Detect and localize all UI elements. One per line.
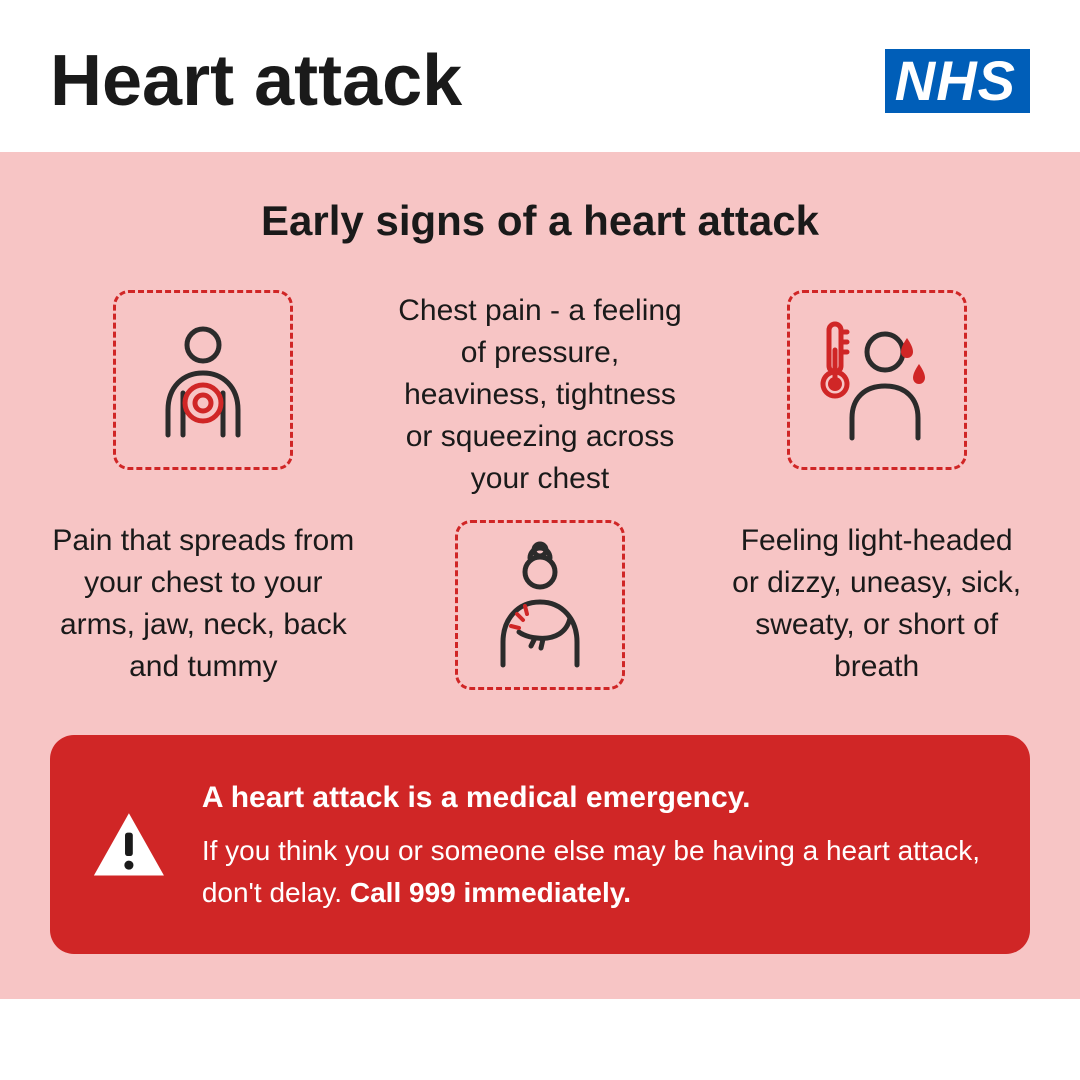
- alert-text: A heart attack is a medical emergency. I…: [202, 775, 990, 914]
- clutch-chest-icon-box: [455, 520, 625, 690]
- sweaty-icon: [807, 310, 947, 450]
- alert-headline: A heart attack is a medical emergency.: [202, 775, 990, 820]
- spreading-pain-text: Pain that spreads from your chest to you…: [50, 520, 357, 688]
- signs-grid: Chest pain - a feeling of pressure, heav…: [50, 290, 1030, 690]
- page-title: Heart attack: [50, 40, 462, 122]
- alert-body-bold: Call 999 immediately.: [350, 877, 631, 908]
- chest-pain-text: Chest pain - a feeling of pressure, heav…: [387, 290, 694, 500]
- header: Heart attack NHS: [0, 0, 1080, 152]
- signs-panel: Early signs of a heart attack Chest pain…: [0, 152, 1080, 999]
- alert-body: If you think you or someone else may be …: [202, 830, 990, 914]
- panel-subtitle: Early signs of a heart attack: [50, 197, 1030, 245]
- dizzy-text: Feeling light-headed or dizzy, uneasy, s…: [723, 520, 1030, 688]
- chest-target-icon-box: [113, 290, 293, 470]
- clutch-chest-icon: [475, 540, 605, 670]
- sweaty-icon-box: [787, 290, 967, 470]
- warning-triangle-icon: [90, 790, 168, 900]
- chest-target-icon: [138, 315, 268, 445]
- emergency-alert: A heart attack is a medical emergency. I…: [50, 735, 1030, 954]
- nhs-logo: NHS: [885, 49, 1030, 113]
